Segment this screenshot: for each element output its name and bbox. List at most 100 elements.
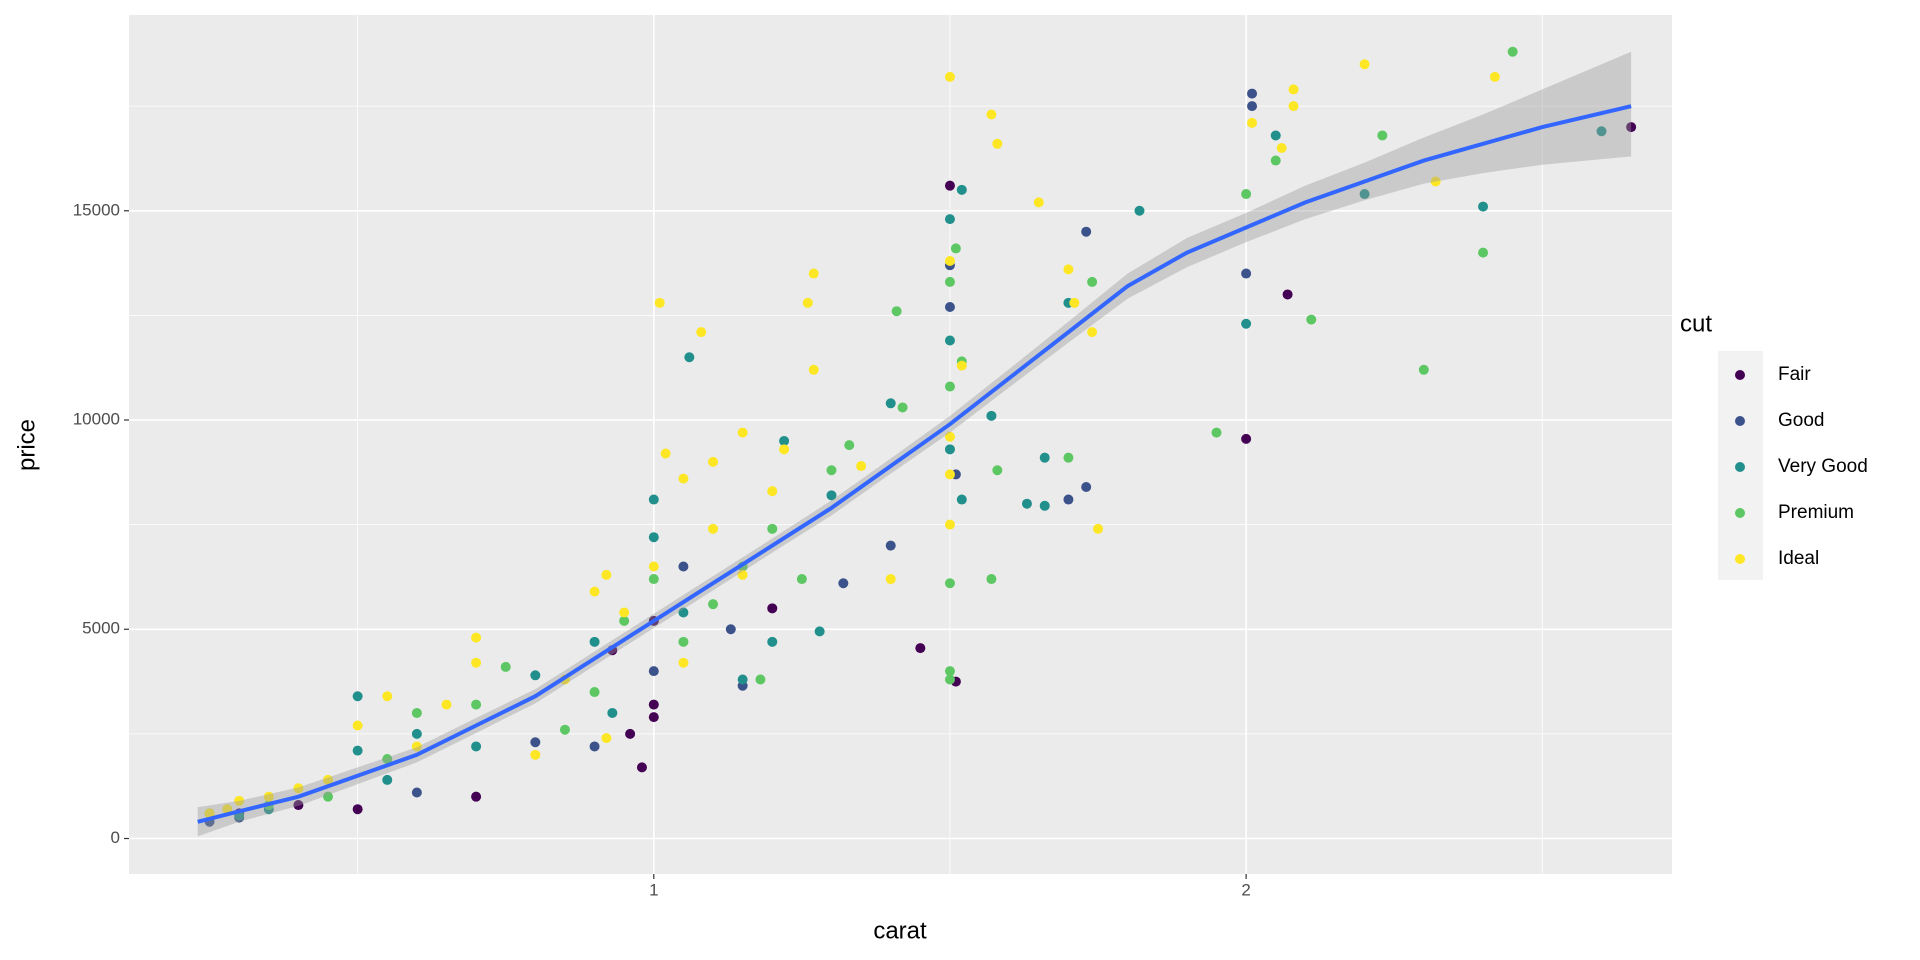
point — [411, 728, 422, 739]
point — [944, 276, 955, 287]
point — [950, 243, 961, 254]
point — [589, 687, 600, 698]
y-axis-title: price — [13, 419, 40, 471]
point — [323, 774, 334, 785]
point — [986, 574, 997, 585]
point — [1063, 494, 1074, 505]
point — [944, 381, 955, 392]
point — [708, 456, 719, 467]
y-tick-label: 10000 — [73, 410, 120, 429]
point — [1241, 189, 1252, 200]
point — [779, 435, 790, 446]
point — [589, 636, 600, 647]
legend-label: Premium — [1778, 502, 1854, 523]
point — [838, 578, 849, 589]
point — [589, 741, 600, 752]
point — [1247, 101, 1258, 112]
point — [1282, 289, 1293, 300]
point — [352, 745, 363, 756]
point — [204, 808, 215, 819]
point — [944, 469, 955, 480]
point — [944, 335, 955, 346]
point — [992, 465, 1003, 476]
point — [1270, 155, 1281, 166]
point — [1211, 427, 1222, 438]
point — [678, 561, 689, 572]
point — [1276, 142, 1287, 153]
point — [441, 699, 452, 710]
point — [411, 741, 422, 752]
point — [1478, 201, 1489, 212]
point — [944, 180, 955, 191]
point — [1596, 126, 1607, 137]
point — [915, 643, 926, 654]
point — [1063, 264, 1074, 275]
point — [814, 626, 825, 637]
point — [1418, 364, 1429, 375]
point — [1081, 481, 1092, 492]
point — [601, 569, 612, 580]
point — [601, 733, 612, 744]
confidence-band — [197, 51, 1632, 837]
point — [956, 184, 967, 195]
panel — [129, 15, 1672, 874]
point — [1306, 314, 1317, 325]
point — [684, 352, 695, 363]
point — [944, 214, 955, 225]
point — [708, 599, 719, 610]
point — [708, 523, 719, 534]
point — [1507, 46, 1518, 57]
point — [382, 774, 393, 785]
point — [885, 398, 896, 409]
point — [471, 699, 482, 710]
y-tick-label: 0 — [111, 828, 120, 847]
point — [856, 461, 867, 472]
point — [1039, 500, 1050, 511]
x-tick-label: 2 — [1241, 880, 1250, 899]
point — [263, 791, 274, 802]
point — [1087, 327, 1098, 338]
point — [625, 728, 636, 739]
point — [293, 800, 304, 811]
legend-marker — [1735, 508, 1745, 518]
point — [678, 607, 689, 618]
point — [1489, 71, 1500, 82]
point — [382, 691, 393, 702]
point — [471, 657, 482, 668]
point — [696, 327, 707, 338]
legend-label: Ideal — [1778, 548, 1819, 569]
point — [767, 636, 778, 647]
point — [826, 490, 837, 501]
point — [619, 607, 630, 618]
point — [411, 707, 422, 718]
legend-label: Good — [1778, 410, 1824, 431]
point — [471, 741, 482, 752]
point — [944, 302, 955, 313]
point — [1247, 88, 1258, 99]
point — [944, 674, 955, 685]
point — [956, 360, 967, 371]
point — [779, 444, 790, 455]
point — [323, 791, 334, 802]
point — [607, 707, 618, 718]
point — [1069, 297, 1080, 308]
point — [530, 749, 541, 760]
point — [500, 661, 511, 672]
point — [808, 268, 819, 279]
point — [944, 71, 955, 82]
point — [636, 762, 647, 773]
point — [885, 540, 896, 551]
point — [411, 787, 422, 798]
point — [808, 364, 819, 375]
legend-label: Very Good — [1778, 456, 1868, 477]
point — [352, 720, 363, 731]
point — [1021, 498, 1032, 509]
point — [1063, 452, 1074, 463]
legend-title: cut — [1680, 310, 1712, 337]
y-tick-label: 15000 — [73, 200, 120, 219]
point — [796, 574, 807, 585]
point — [1626, 122, 1637, 133]
point — [737, 674, 748, 685]
